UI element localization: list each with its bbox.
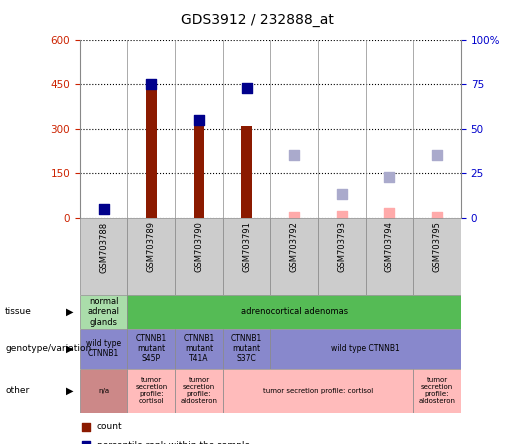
Point [99, 205, 108, 212]
Text: CTNNB1
mutant
S37C: CTNNB1 mutant S37C [231, 333, 262, 364]
Point [338, 213, 346, 220]
Point [147, 81, 156, 88]
Text: tissue: tissue [5, 307, 32, 317]
Text: GSM703793: GSM703793 [337, 222, 346, 273]
Text: GSM703791: GSM703791 [242, 222, 251, 272]
Bar [128, 329, 175, 369]
Text: tumor
secretion
profile:
cortisol: tumor secretion profile: cortisol [135, 377, 167, 404]
Bar [242, 126, 252, 218]
Bar [413, 218, 461, 295]
Bar [318, 218, 366, 295]
Text: GSM703794: GSM703794 [385, 222, 394, 272]
Point [243, 84, 251, 91]
Text: tumor
secretion
profile:
aldosteron: tumor secretion profile: aldosteron [419, 377, 456, 404]
Text: GSM703788: GSM703788 [99, 222, 108, 273]
Point [385, 210, 393, 217]
Text: percentile rank within the sample: percentile rank within the sample [97, 440, 250, 444]
Bar [128, 218, 175, 295]
Point [433, 213, 441, 220]
Bar [366, 218, 413, 295]
Bar [175, 329, 222, 369]
Text: n/a: n/a [98, 388, 109, 394]
Bar [80, 369, 128, 413]
Point [385, 173, 393, 180]
Text: adrenocortical adenomas: adrenocortical adenomas [241, 307, 348, 317]
Point [290, 214, 298, 221]
Bar [128, 369, 175, 413]
Bar [194, 126, 204, 218]
Bar [222, 218, 270, 295]
Bar [175, 218, 222, 295]
Text: tumor
secretion
profile:
aldosteron: tumor secretion profile: aldosteron [180, 377, 217, 404]
Text: ▶: ▶ [66, 386, 73, 396]
Point [290, 152, 298, 159]
Bar [222, 369, 413, 413]
Text: genotype/variation: genotype/variation [5, 344, 91, 353]
Text: other: other [5, 386, 29, 395]
Bar [175, 369, 222, 413]
Text: GSM703795: GSM703795 [433, 222, 441, 272]
Bar [146, 84, 157, 218]
Point [81, 442, 90, 444]
Text: wild type
CTNNB1: wild type CTNNB1 [86, 339, 121, 358]
Text: GSM703790: GSM703790 [195, 222, 203, 272]
Text: count: count [97, 422, 123, 431]
Text: GDS3912 / 232888_at: GDS3912 / 232888_at [181, 13, 334, 28]
Bar [128, 295, 461, 329]
Text: GSM703789: GSM703789 [147, 222, 156, 273]
Text: CTNNB1
mutant
S45P: CTNNB1 mutant S45P [135, 333, 167, 364]
Bar [80, 218, 128, 295]
Text: ▶: ▶ [66, 344, 73, 353]
Point [338, 191, 346, 198]
Text: GSM703792: GSM703792 [290, 222, 299, 272]
Text: wild type CTNNB1: wild type CTNNB1 [331, 344, 400, 353]
Text: ▶: ▶ [66, 307, 73, 317]
Text: CTNNB1
mutant
T41A: CTNNB1 mutant T41A [183, 333, 215, 364]
Bar [222, 329, 270, 369]
Point [195, 116, 203, 123]
Bar [80, 329, 128, 369]
Text: normal
adrenal
glands: normal adrenal glands [88, 297, 119, 327]
Text: tumor secretion profile: cortisol: tumor secretion profile: cortisol [263, 388, 373, 394]
Point [81, 423, 90, 430]
Bar [413, 369, 461, 413]
Bar [270, 218, 318, 295]
Point [433, 152, 441, 159]
Bar [270, 329, 461, 369]
Bar [80, 295, 128, 329]
